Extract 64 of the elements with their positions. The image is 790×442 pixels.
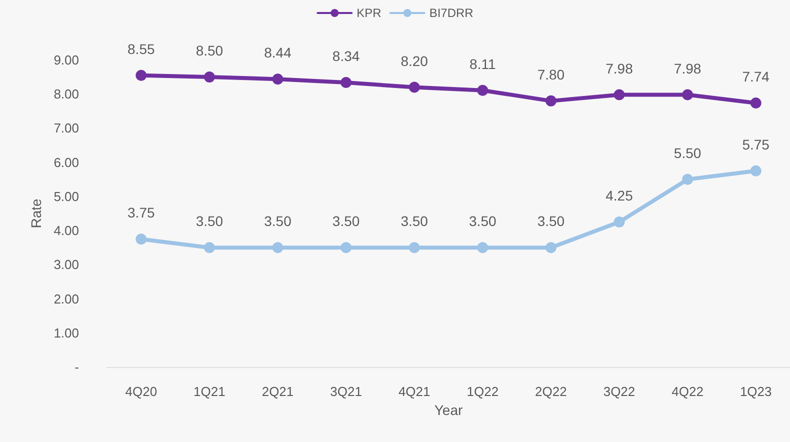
y-tick-label: 6.00 (54, 154, 79, 170)
data-label: 7.98 (674, 60, 702, 76)
data-label: 5.75 (742, 136, 770, 152)
x-tick-label: 2Q21 (262, 384, 294, 399)
y-tick-label: 2.00 (54, 291, 79, 306)
data-label: 3.50 (196, 213, 224, 230)
y-tick-label: 7.00 (54, 120, 79, 136)
data-label: 8.44 (264, 44, 292, 61)
data-label: 3.50 (469, 213, 496, 230)
point (614, 89, 625, 100)
data-label: 3.50 (537, 213, 565, 230)
data-label: 7.80 (537, 66, 565, 82)
data-label: 3.75 (128, 204, 155, 221)
x-tick-label: 2Q22 (535, 384, 567, 399)
y-tick-label: 1.00 (54, 325, 79, 340)
x-tick-label: 1Q22 (466, 384, 499, 399)
y-tick-label: - (74, 360, 79, 374)
y-tick-label: 9.00 (54, 52, 79, 68)
x-tick-label: 4Q21 (398, 384, 430, 399)
point (477, 242, 488, 254)
point (682, 174, 694, 185)
data-label: 7.74 (742, 68, 770, 84)
point (545, 95, 556, 106)
point (682, 89, 694, 100)
point (272, 74, 284, 85)
y-tick-label: 8.00 (54, 86, 79, 102)
y-tick-label: 5.00 (54, 188, 79, 204)
data-label: 3.50 (264, 213, 292, 230)
point (750, 97, 762, 108)
point (750, 165, 762, 176)
legend-label: BI7DRR (429, 6, 474, 20)
point (545, 242, 556, 254)
y-axis-title: Rate (28, 198, 44, 228)
data-label: 8.55 (128, 40, 155, 57)
y-tick-label: 4.00 (54, 223, 79, 238)
point (204, 242, 215, 254)
x-tick-label: 3Q21 (330, 384, 362, 399)
point (408, 82, 420, 93)
x-tick-label: 4Q22 (672, 384, 704, 399)
data-label: 8.11 (470, 56, 496, 72)
point (614, 216, 625, 228)
data-label: 8.50 (196, 42, 224, 59)
legend-label: KPR (356, 6, 382, 20)
point (204, 72, 215, 83)
x-tick-label: 1Q21 (194, 384, 226, 399)
x-tick-label: 1Q23 (740, 384, 772, 399)
point (136, 70, 147, 81)
point (272, 242, 284, 254)
x-axis-title: Year (434, 402, 463, 418)
data-label: 3.50 (332, 213, 360, 230)
data-label: 8.34 (332, 48, 360, 64)
point (340, 242, 352, 254)
x-tick-label: 3Q22 (603, 384, 636, 399)
x-tick-label: 4Q20 (125, 384, 158, 399)
data-label: 3.50 (400, 213, 428, 230)
y-tick-label: 3.00 (54, 257, 79, 272)
data-label: 5.50 (674, 144, 702, 161)
point (477, 84, 488, 96)
point (340, 77, 352, 88)
point (408, 242, 420, 254)
point (136, 234, 147, 245)
data-label: 4.25 (606, 188, 634, 204)
data-label: 8.20 (400, 52, 428, 69)
data-label: 7.98 (606, 60, 634, 76)
